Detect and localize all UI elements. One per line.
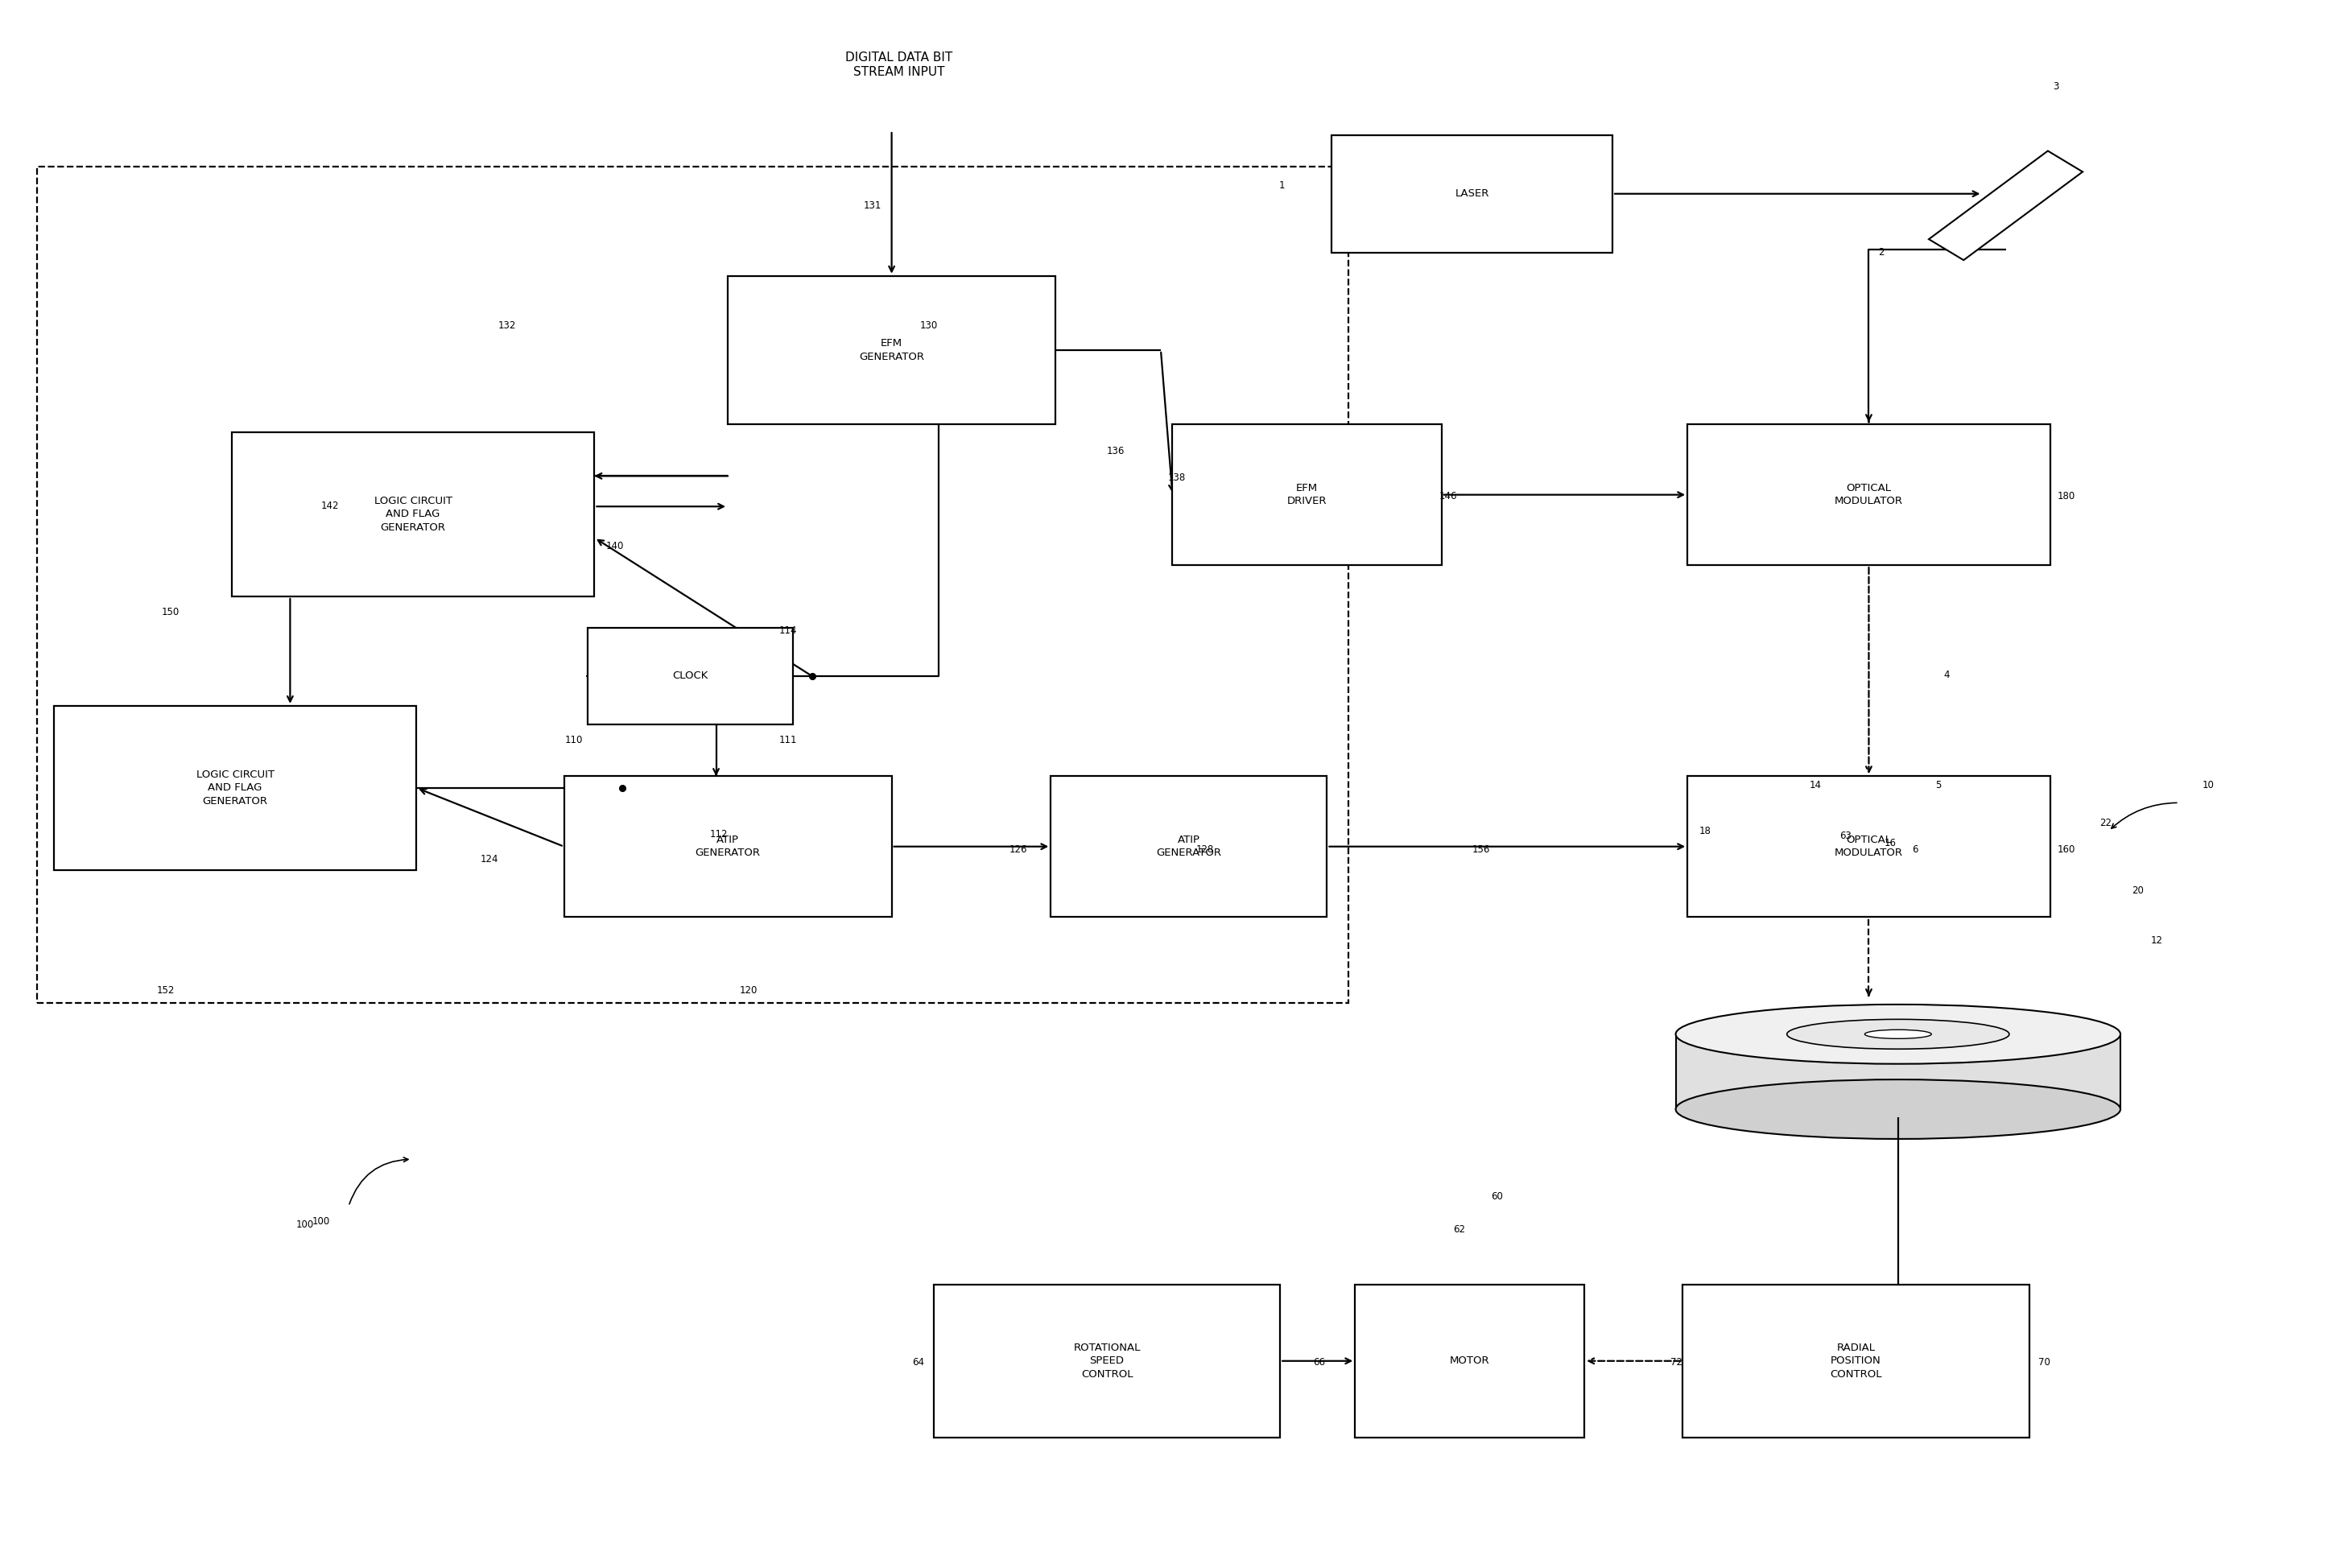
Text: 120: 120 xyxy=(739,985,757,996)
Text: 20: 20 xyxy=(2132,884,2143,895)
Ellipse shape xyxy=(1864,1030,1932,1038)
Text: OPTICAL
MODULATOR: OPTICAL MODULATOR xyxy=(1834,483,1904,506)
Text: OPTICAL
MODULATOR: OPTICAL MODULATOR xyxy=(1834,834,1904,858)
Text: 16: 16 xyxy=(1883,839,1897,848)
Bar xyxy=(1051,776,1327,917)
Bar xyxy=(54,706,417,870)
Text: 132: 132 xyxy=(499,320,516,331)
Text: 136: 136 xyxy=(1107,445,1126,456)
Text: LOGIC CIRCUIT
AND FLAG
GENERATOR: LOGIC CIRCUIT AND FLAG GENERATOR xyxy=(373,495,453,533)
Text: ROTATIONAL
SPEED
CONTROL: ROTATIONAL SPEED CONTROL xyxy=(1074,1342,1140,1380)
Text: 12: 12 xyxy=(2150,935,2162,946)
Text: 10: 10 xyxy=(2202,781,2214,790)
Bar xyxy=(586,627,793,724)
Text: 128: 128 xyxy=(1196,845,1215,855)
Bar xyxy=(727,276,1055,425)
Text: 62: 62 xyxy=(1454,1225,1466,1236)
Text: 18: 18 xyxy=(1698,826,1712,836)
Ellipse shape xyxy=(1677,1079,2120,1138)
Text: 156: 156 xyxy=(1473,845,1489,855)
Text: 150: 150 xyxy=(162,607,178,618)
Text: EFM
GENERATOR: EFM GENERATOR xyxy=(858,339,924,362)
Text: 1: 1 xyxy=(1278,180,1285,190)
Text: 64: 64 xyxy=(912,1358,924,1367)
Text: 138: 138 xyxy=(1168,472,1187,483)
Ellipse shape xyxy=(1787,1019,2010,1049)
Text: LOGIC CIRCUIT
AND FLAG
GENERATOR: LOGIC CIRCUIT AND FLAG GENERATOR xyxy=(197,770,274,806)
Text: 6: 6 xyxy=(1911,845,1918,855)
Text: 60: 60 xyxy=(1491,1192,1503,1203)
Bar xyxy=(1332,135,1613,252)
Text: 142: 142 xyxy=(321,500,338,511)
Text: 5: 5 xyxy=(1935,781,1942,790)
Text: 111: 111 xyxy=(779,735,797,745)
Text: 152: 152 xyxy=(157,985,176,996)
Bar xyxy=(1688,425,2050,564)
Text: 180: 180 xyxy=(2057,491,2075,502)
Text: 4: 4 xyxy=(1944,670,1949,681)
Bar xyxy=(933,1284,1280,1438)
Text: 146: 146 xyxy=(1440,491,1459,502)
Bar xyxy=(1355,1284,1585,1438)
Text: LASER: LASER xyxy=(1454,188,1489,199)
Bar xyxy=(1688,776,2050,917)
Text: 72: 72 xyxy=(1670,1358,1684,1367)
Text: ATIP
GENERATOR: ATIP GENERATOR xyxy=(1156,834,1222,858)
Bar xyxy=(1684,1284,2028,1438)
Text: 110: 110 xyxy=(565,735,582,745)
Text: 140: 140 xyxy=(605,541,624,552)
Text: 112: 112 xyxy=(711,829,727,839)
Polygon shape xyxy=(1930,151,2082,260)
Bar xyxy=(563,776,891,917)
Text: CLOCK: CLOCK xyxy=(673,671,708,682)
Bar xyxy=(38,166,1348,1004)
Text: 22: 22 xyxy=(2099,818,2111,828)
Text: 131: 131 xyxy=(863,201,882,210)
Text: 63: 63 xyxy=(1838,831,1853,840)
Text: 126: 126 xyxy=(1008,845,1027,855)
Text: 124: 124 xyxy=(481,855,499,864)
Text: 100: 100 xyxy=(312,1217,331,1228)
Polygon shape xyxy=(1677,1035,2120,1109)
Text: 130: 130 xyxy=(919,320,938,331)
Text: EFM
DRIVER: EFM DRIVER xyxy=(1287,483,1327,506)
Text: 2: 2 xyxy=(1878,248,1883,257)
Text: 14: 14 xyxy=(1808,781,1822,790)
Text: MOTOR: MOTOR xyxy=(1449,1356,1489,1366)
Text: ATIP
GENERATOR: ATIP GENERATOR xyxy=(694,834,760,858)
Ellipse shape xyxy=(1677,1005,2120,1063)
Bar xyxy=(232,433,593,596)
Text: 114: 114 xyxy=(779,626,797,637)
Text: RADIAL
POSITION
CONTROL: RADIAL POSITION CONTROL xyxy=(1829,1342,1883,1380)
Text: DIGITAL DATA BIT
STREAM INPUT: DIGITAL DATA BIT STREAM INPUT xyxy=(844,52,952,78)
Bar xyxy=(1172,425,1442,564)
Text: 160: 160 xyxy=(2057,845,2075,855)
Text: 66: 66 xyxy=(1313,1358,1325,1367)
Text: 70: 70 xyxy=(2038,1358,2050,1367)
Text: 100: 100 xyxy=(295,1220,314,1231)
Text: 3: 3 xyxy=(2052,82,2059,93)
